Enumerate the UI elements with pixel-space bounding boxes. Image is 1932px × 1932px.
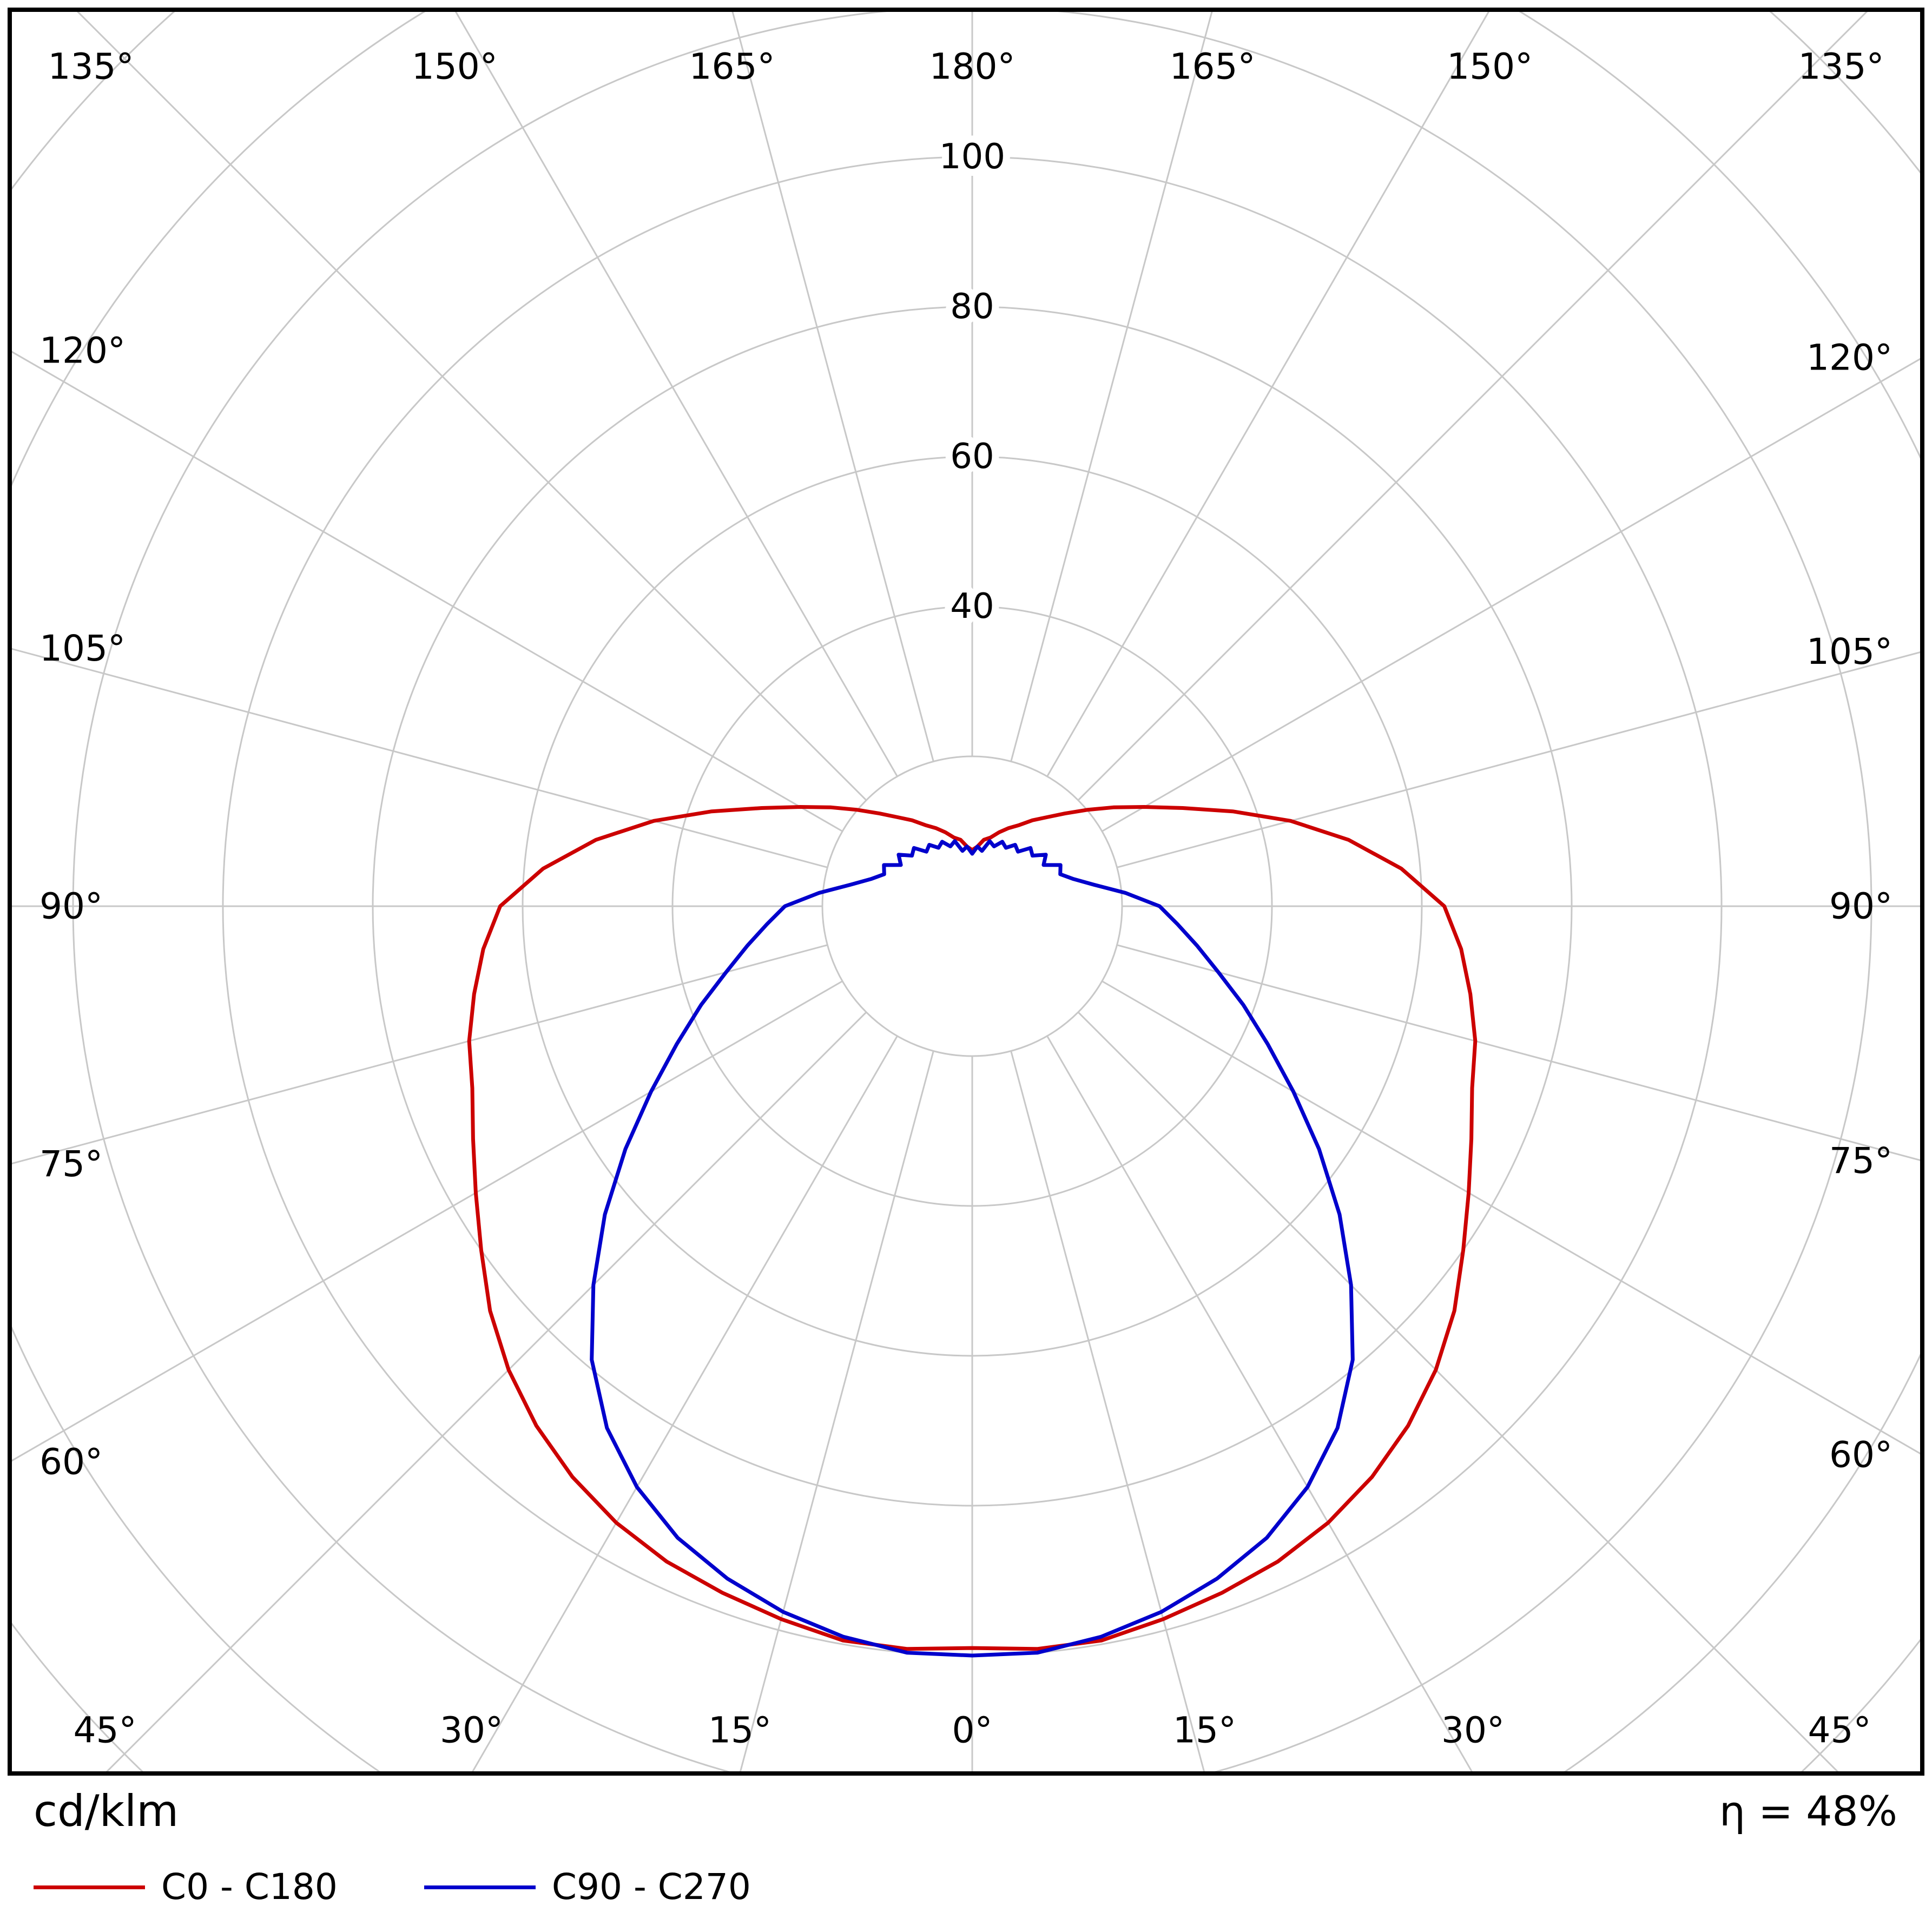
- angle-label-135: 135°: [48, 46, 134, 88]
- efficiency-label: η = 48%: [1719, 1787, 1897, 1835]
- angle-label-165: 165°: [1170, 46, 1256, 88]
- legend-line-c0-c180: [34, 1885, 145, 1889]
- angle-label-60: 60°: [39, 1441, 103, 1483]
- angle-label-105: 105°: [1806, 631, 1893, 672]
- curve-c90-c270: [590, 839, 1355, 1658]
- angle-label-15: 15°: [1173, 1710, 1236, 1751]
- radial-tick-label-60: 60: [950, 437, 994, 477]
- legend: C0 - C180 C90 - C270: [34, 1869, 751, 1905]
- angle-label-30: 30°: [440, 1710, 503, 1751]
- plot-border: [8, 8, 1924, 1776]
- curve-c0-c180: [467, 805, 1478, 1651]
- angle-label-135: 135°: [1798, 46, 1884, 88]
- angle-label-15: 15°: [708, 1710, 772, 1751]
- angle-label-45: 45°: [74, 1710, 137, 1751]
- angle-label-75: 75°: [39, 1143, 103, 1185]
- angle-label-90: 90°: [1829, 886, 1893, 927]
- angle-label-30: 30°: [1441, 1710, 1505, 1751]
- unit-label: cd/klm: [34, 1786, 179, 1836]
- angle-label-90: 90°: [39, 886, 103, 927]
- angle-label-150: 150°: [412, 46, 498, 88]
- legend-label-c0-c180: C0 - C180: [161, 1866, 338, 1908]
- legend-line-c90-c270: [424, 1885, 536, 1889]
- radial-tick-label-100: 100: [939, 137, 1005, 177]
- angle-label-105: 105°: [39, 628, 126, 669]
- angle-label-75: 75°: [1829, 1140, 1893, 1182]
- angle-label-60: 60°: [1829, 1434, 1893, 1475]
- angle-label-0: 0°: [952, 1710, 993, 1751]
- angle-label-45: 45°: [1808, 1710, 1871, 1751]
- angle-label-120: 120°: [39, 329, 126, 371]
- radial-tick-label-40: 40: [950, 586, 994, 627]
- angle-label-165: 165°: [689, 46, 775, 88]
- angle-label-180: 180°: [929, 46, 1016, 88]
- radial-tick-label-80: 80: [950, 287, 994, 327]
- angle-label-150: 150°: [1447, 46, 1533, 88]
- legend-label-c90-c270: C90 - C270: [551, 1866, 751, 1908]
- angle-label-120: 120°: [1806, 337, 1893, 379]
